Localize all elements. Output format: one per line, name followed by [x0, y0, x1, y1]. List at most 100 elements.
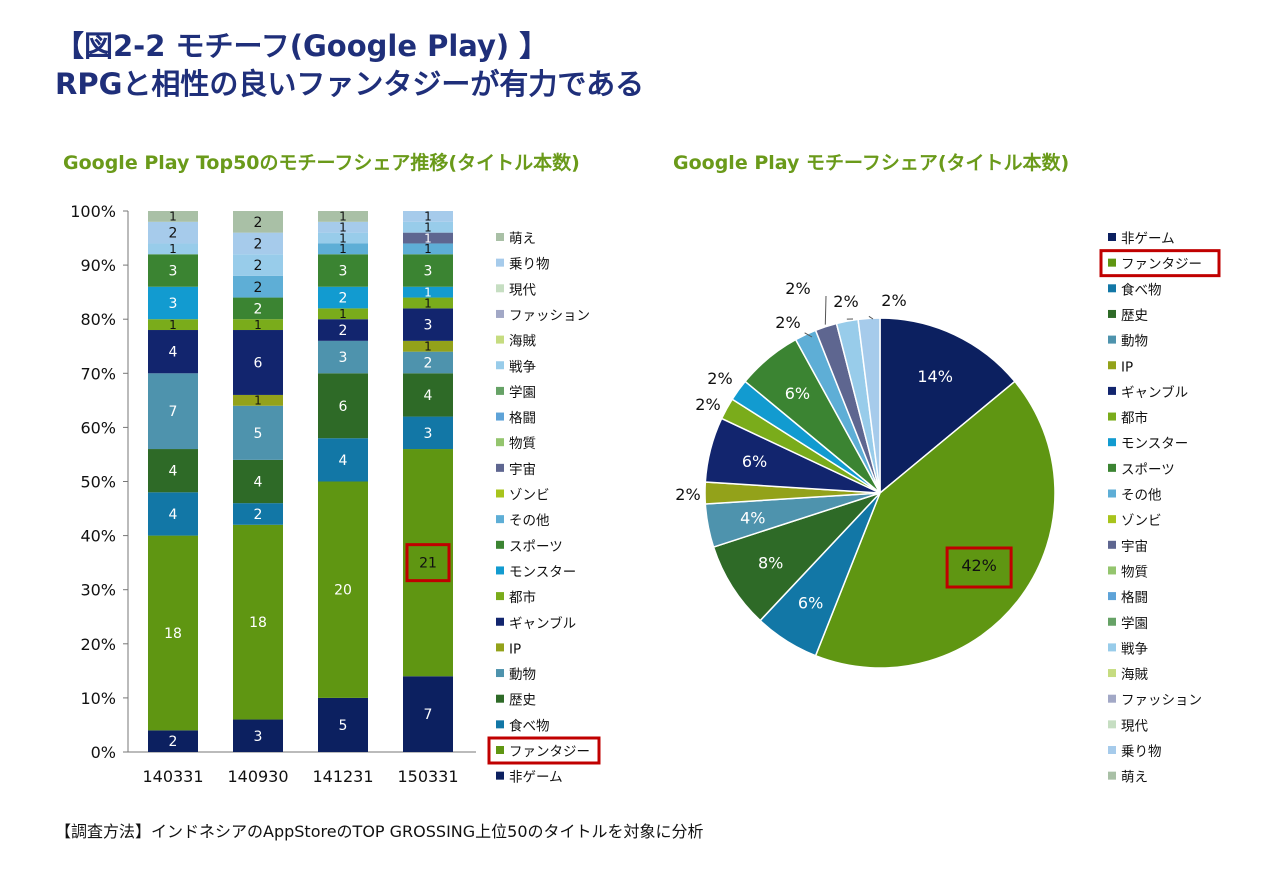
- bar-segment: [403, 373, 453, 417]
- pie-leader-line: [824, 295, 827, 325]
- legend-label: スポーツ: [509, 539, 563, 555]
- legend-swatch: [496, 463, 504, 472]
- bar-data-label: 1: [424, 221, 432, 235]
- bar-segment: [318, 319, 368, 341]
- legend-label: ファッション: [1121, 693, 1202, 709]
- legend-swatch: [1108, 386, 1116, 395]
- pie-data-label: 6%: [785, 384, 810, 403]
- legend-swatch: [496, 515, 504, 524]
- y-tick-label: 100%: [70, 202, 116, 221]
- legend-label: 食べ物: [509, 717, 550, 734]
- legend-label: 戦争: [1121, 641, 1148, 657]
- legend-swatch: [496, 284, 504, 293]
- legend-swatch: [1108, 489, 1116, 498]
- bar-segment: [233, 254, 283, 276]
- legend-swatch: [1108, 438, 1116, 447]
- pie-slice: [857, 317, 881, 494]
- legend-label: モンスター: [509, 564, 576, 580]
- bar-segment: [318, 221, 368, 233]
- y-tick-label: 80%: [80, 310, 116, 329]
- legend-label: 格闘: [509, 411, 536, 427]
- legend-label: 歴史: [509, 693, 537, 709]
- legend-label: 食べ物: [1121, 281, 1162, 298]
- bar-data-label: 4: [169, 464, 178, 480]
- bar-segment: [148, 221, 198, 244]
- bar-data-label: 3: [169, 296, 178, 312]
- legend-swatch: [496, 258, 504, 267]
- legend-label: 動物: [509, 667, 536, 683]
- bar-data-label: 2: [254, 301, 263, 317]
- bar-segment: [403, 232, 453, 244]
- legend-swatch: [496, 412, 504, 421]
- legend-swatch: [496, 335, 504, 344]
- legend-swatch: [496, 309, 504, 318]
- legend-label: ファンタジー: [1121, 257, 1202, 273]
- legend-swatch: [496, 592, 504, 601]
- legend-swatch: [1108, 258, 1116, 267]
- bar-data-label: 4: [169, 507, 178, 523]
- legend-label: 現代: [1121, 718, 1149, 734]
- legend-swatch: [496, 566, 504, 575]
- legend-swatch: [496, 386, 504, 395]
- bar-segment: [148, 449, 198, 493]
- bar-segment: [318, 286, 368, 309]
- bar-data-label: 7: [169, 404, 178, 420]
- bar-segment: [318, 373, 368, 439]
- legend-swatch: [496, 617, 504, 626]
- bar-data-label: 2: [254, 507, 263, 523]
- legend-label: 萌え: [1121, 770, 1148, 786]
- bar-data-label: 1: [254, 318, 262, 332]
- legend-swatch: [1108, 746, 1116, 754]
- bar-segment: [148, 211, 198, 222]
- bar-segment: [233, 459, 283, 504]
- bar-data-label: 2: [169, 226, 178, 242]
- pie-slice: [814, 380, 1056, 669]
- y-tick-label: 10%: [80, 689, 116, 708]
- bar-segment: [233, 394, 283, 406]
- legend-label: 格闘: [1121, 590, 1148, 606]
- bar-data-label: 4: [254, 475, 263, 491]
- y-tick-label: 50%: [80, 473, 116, 492]
- pie-slice: [879, 317, 1016, 495]
- bar-data-label: 2: [254, 258, 263, 274]
- legend-label: ギャンブル: [509, 615, 576, 632]
- pie-chart: 14% 42% 6% 8% 4% 6% 6% 2% 2% 2% 2% 2% 2% 2% 非ゲームファンタジー…: [675, 231, 1221, 786]
- y-tick-label: 90%: [80, 256, 116, 275]
- bar-data-label: 7: [424, 707, 433, 723]
- bar-segment: [148, 330, 198, 374]
- highlight-box: [405, 543, 451, 583]
- legend-label: ゾンビ: [509, 488, 550, 504]
- bar-data-label: 20: [334, 583, 352, 599]
- bar-data-label: 1: [339, 242, 347, 256]
- legend-swatch: [496, 694, 504, 703]
- legend-swatch: [1108, 361, 1116, 370]
- legend-swatch: [1108, 335, 1116, 344]
- legend-swatch: [496, 720, 504, 729]
- bar-data-label: 6: [254, 356, 263, 372]
- legend-highlight-box: [1099, 249, 1221, 278]
- pie-leader-line: [868, 315, 874, 320]
- y-tick-label: 20%: [80, 635, 116, 654]
- bar-segment: [233, 719, 283, 752]
- bar-segment: [318, 340, 368, 374]
- legend-label: ゾンビ: [1121, 513, 1162, 529]
- bar-data-label: 2: [169, 734, 178, 750]
- legend-label: 萌え: [509, 231, 536, 247]
- legend-label: 非ゲーム: [509, 770, 563, 786]
- bar-segment: [318, 232, 368, 244]
- bar-data-label: 1: [424, 210, 432, 224]
- bar-data-label: 1: [424, 296, 432, 310]
- bar-segment: [403, 416, 453, 450]
- bar-data-label: 1: [169, 318, 177, 332]
- bar-data-label: 3: [424, 264, 433, 280]
- bar-data-label: 2: [254, 280, 263, 296]
- pie-data-label: 6%: [798, 593, 823, 612]
- bar-data-label: 21: [419, 556, 437, 572]
- legend-swatch: [1108, 309, 1116, 318]
- pie-outside-label: 2%: [785, 279, 810, 298]
- legend-label: ファッション: [509, 308, 590, 324]
- bar-segment: [148, 373, 198, 450]
- legend-swatch: [1108, 284, 1116, 293]
- legend-swatch: [496, 438, 504, 447]
- bar-data-label: 1: [339, 221, 347, 235]
